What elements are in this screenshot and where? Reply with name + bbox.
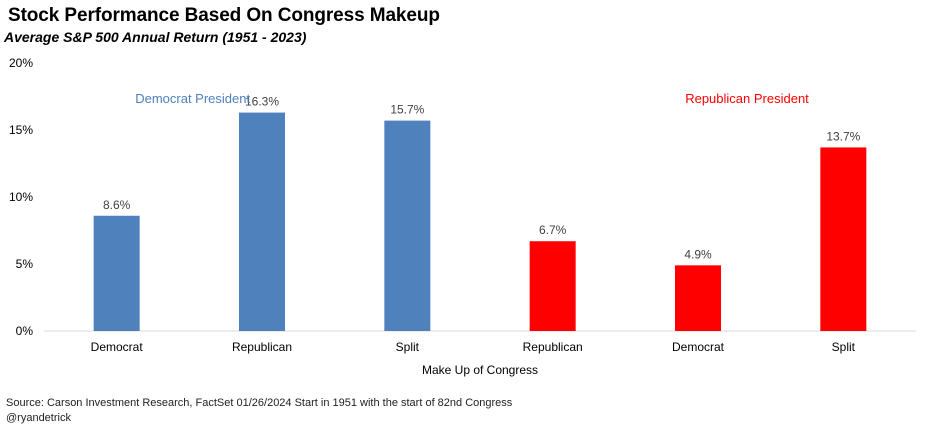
bar [93, 215, 140, 331]
data-label: 6.7% [539, 223, 567, 237]
x-tick-label: Democrat [91, 340, 144, 354]
data-label: 16.3% [245, 95, 279, 109]
y-tick-label: 20% [9, 56, 33, 70]
bar [384, 120, 431, 332]
x-tick-label: Split [396, 340, 420, 354]
y-tick-label: 5% [16, 257, 34, 271]
author-handle: @ryandetrick [6, 412, 71, 424]
data-label: 4.9% [684, 247, 712, 261]
data-label: 8.6% [103, 198, 131, 212]
group-label: Democrat President [135, 91, 250, 106]
y-tick-label: 15% [9, 123, 33, 137]
chart-title: Stock Performance Based On Congress Make… [8, 5, 440, 26]
source-note: Source: Carson Investment Research, Fact… [6, 397, 513, 409]
data-label: 13.7% [826, 129, 860, 143]
x-tick-label: Republican [523, 340, 583, 354]
chart-subtitle: Average S&P 500 Annual Return (1951 - 20… [4, 29, 307, 45]
y-tick-label: 10% [9, 190, 33, 204]
bar [239, 112, 285, 331]
x-tick-label: Republican [232, 340, 292, 354]
bar [675, 265, 721, 331]
group-label: Republican President [685, 91, 809, 106]
bar [529, 241, 576, 331]
x-tick-label: Democrat [672, 340, 725, 354]
y-tick-label: 0% [16, 324, 34, 338]
x-axis-title: Make Up of Congress [422, 363, 538, 377]
data-label: 15.7% [390, 103, 424, 117]
bar [820, 147, 867, 331]
x-tick-label: Split [832, 340, 856, 354]
